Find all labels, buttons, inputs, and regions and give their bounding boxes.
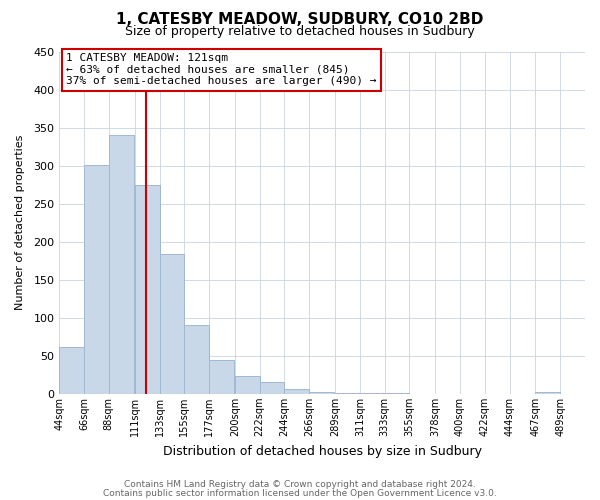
Bar (84, 165, 109, 394)
Bar (335, 393, 360, 394)
X-axis label: Distribution of detached houses by size in Sudbury: Distribution of detached houses by size … (163, 444, 482, 458)
Text: 1 CATESBY MEADOW: 121sqm
← 63% of detached houses are smaller (845)
37% of semi-: 1 CATESBY MEADOW: 121sqm ← 63% of detach… (66, 53, 377, 86)
Bar (385, 393, 409, 394)
Text: Size of property relative to detached houses in Sudbury: Size of property relative to detached ho… (125, 25, 475, 38)
Text: Contains public sector information licensed under the Open Government Licence v3: Contains public sector information licen… (103, 489, 497, 498)
Text: Contains HM Land Registry data © Crown copyright and database right 2024.: Contains HM Land Registry data © Crown c… (124, 480, 476, 489)
Text: 1, CATESBY MEADOW, SUDBURY, CO10 2BD: 1, CATESBY MEADOW, SUDBURY, CO10 2BD (116, 12, 484, 28)
Bar (109, 135, 134, 394)
Bar (535, 392, 560, 394)
Bar (360, 393, 385, 394)
Bar (235, 376, 260, 394)
Bar (284, 388, 309, 394)
Bar (135, 184, 160, 394)
Bar (59, 346, 84, 394)
Bar (209, 360, 234, 394)
Bar (184, 326, 209, 394)
Bar (160, 254, 184, 394)
Bar (260, 382, 284, 394)
Bar (309, 392, 334, 394)
Y-axis label: Number of detached properties: Number of detached properties (15, 135, 25, 310)
